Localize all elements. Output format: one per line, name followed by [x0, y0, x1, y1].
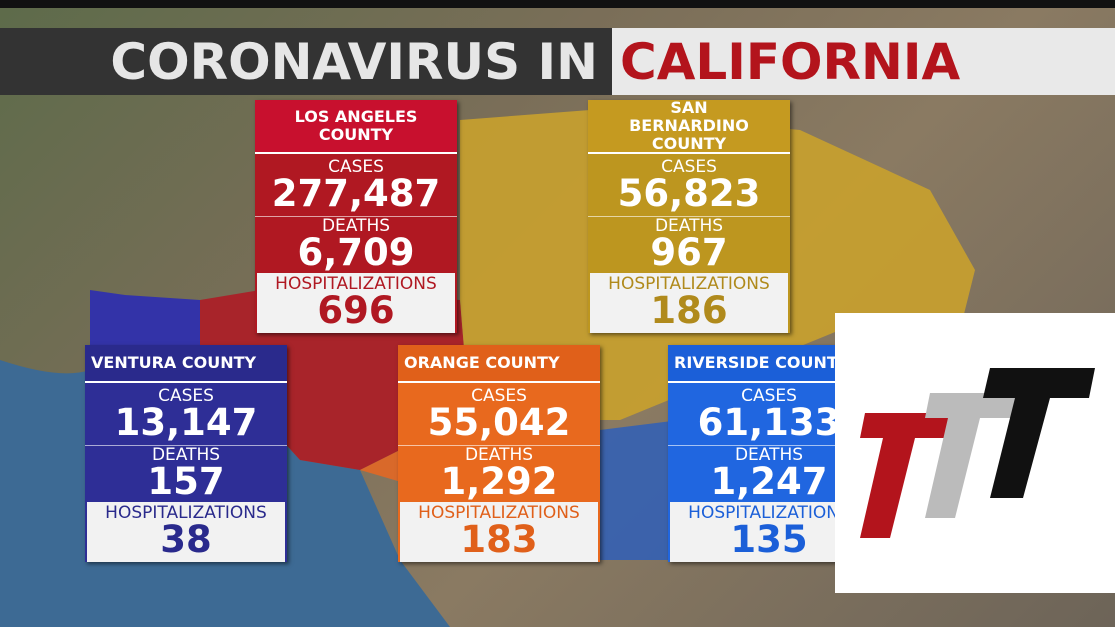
county-panel: LOS ANGELES COUNTY CASES 277,487 DEATHS 6,70…: [255, 100, 457, 333]
title-bg-left: [0, 28, 612, 95]
hosp-label: HOSPITALIZATIONS: [688, 503, 850, 523]
county-name: ORANGE COUNTY: [398, 345, 600, 383]
top-bar: [0, 0, 1115, 8]
cases-label: CASES: [158, 386, 214, 406]
deaths-label: DEATHS: [255, 216, 457, 235]
hosp-value: 696: [317, 289, 395, 332]
county-name: SAN BERNARDINO COUNTY: [588, 100, 790, 154]
deaths-label: DEATHS: [85, 445, 287, 464]
logo: [835, 313, 1115, 593]
hosp-label: HOSPITALIZATIONS: [418, 503, 580, 523]
deaths-value: 6,709: [297, 231, 415, 274]
hosp-value: 183: [460, 518, 538, 561]
cases-label: CASES: [741, 386, 797, 406]
county-name: LOS ANGELES COUNTY: [255, 100, 457, 154]
cases-label: CASES: [471, 386, 527, 406]
hosp-label: HOSPITALIZATIONS: [608, 274, 770, 294]
cases-value: 61,133: [697, 401, 841, 444]
hosp-box: HOSPITALIZATIONS 183: [400, 502, 598, 562]
title-left: CORONAVIRUS IN: [110, 32, 598, 91]
cases-value: 55,042: [427, 401, 571, 444]
hosp-box: HOSPITALIZATIONS 696: [257, 273, 455, 333]
logo-mark: [860, 368, 1095, 538]
deaths-label: DEATHS: [398, 445, 600, 464]
deaths-value: 157: [147, 460, 225, 503]
cases-value: 277,487: [271, 172, 441, 215]
cases-label: CASES: [328, 157, 384, 177]
hosp-box: HOSPITALIZATIONS 186: [590, 273, 788, 333]
deaths-value: 967: [650, 231, 728, 274]
cases-label: CASES: [661, 157, 717, 177]
deaths-label: DEATHS: [668, 445, 870, 464]
title-bg-right: [612, 28, 1115, 95]
hosp-box: HOSPITALIZATIONS 38: [87, 502, 285, 562]
hosp-value: 135: [730, 518, 808, 561]
hosp-label: HOSPITALIZATIONS: [275, 274, 437, 294]
county-name: VENTURA COUNTY: [85, 345, 287, 383]
cases-value: 56,823: [617, 172, 761, 215]
title-right: CALIFORNIA: [620, 32, 961, 91]
deaths-value: 1,247: [710, 460, 828, 503]
hosp-label: HOSPITALIZATIONS: [105, 503, 267, 523]
hosp-value: 186: [650, 289, 728, 332]
deaths-value: 1,292: [440, 460, 558, 503]
deaths-label: DEATHS: [588, 216, 790, 235]
county-panel: SAN BERNARDINO COUNTY CASES 56,823 DEATHS 96…: [588, 100, 790, 333]
hosp-value: 38: [160, 518, 212, 561]
county-panel: VENTURA COUNTY CASES 13,147 DEATHS 157 HOSPIT…: [85, 345, 287, 562]
cases-value: 13,147: [114, 401, 258, 444]
county-panel: ORANGE COUNTY CASES 55,042 DEATHS 1,292 HOSPI…: [398, 345, 600, 562]
